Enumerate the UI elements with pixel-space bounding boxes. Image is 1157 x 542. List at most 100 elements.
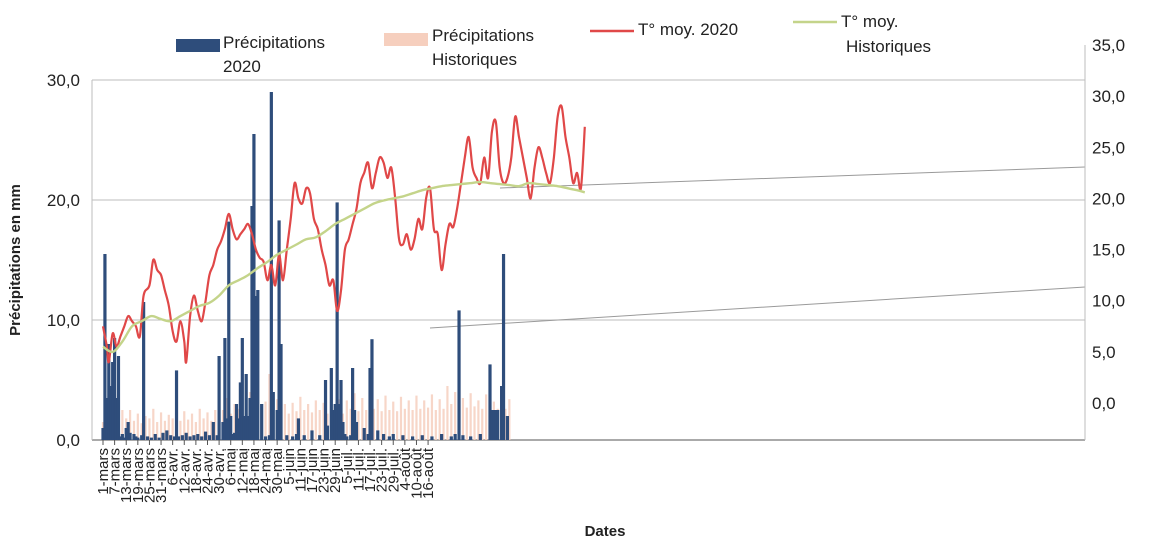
bar	[111, 362, 115, 440]
bar	[488, 364, 492, 440]
bar	[349, 435, 353, 440]
x-tick-label: 4-août	[397, 447, 414, 490]
bar	[187, 419, 190, 440]
bar	[148, 418, 151, 440]
bar	[171, 418, 174, 440]
bar	[152, 408, 155, 440]
bar	[234, 404, 239, 440]
bar	[372, 408, 375, 440]
bar	[225, 418, 229, 440]
bar	[485, 394, 488, 440]
x-tick-label: 17-juil.	[362, 448, 379, 492]
bar	[121, 410, 124, 440]
bar	[501, 254, 506, 440]
bar	[169, 435, 173, 440]
bar	[500, 386, 504, 440]
bar	[461, 398, 465, 440]
bar	[420, 435, 424, 440]
x-tick-label: 10-août	[408, 447, 425, 499]
bar	[307, 404, 310, 440]
x-tick-label: 11-juin	[292, 448, 309, 492]
left-axis-ticks: 0,0 10,0 20,0 30,0	[47, 71, 80, 450]
bar	[481, 408, 484, 440]
bar	[207, 435, 212, 440]
bar	[263, 436, 268, 440]
bar	[465, 407, 468, 440]
bar	[370, 339, 374, 440]
bar	[176, 436, 181, 440]
x-tick-label: 24-mai	[258, 448, 275, 494]
bar	[153, 434, 157, 440]
bar	[157, 437, 161, 440]
bar	[174, 370, 179, 440]
right-tick-label: 0,0	[1092, 394, 1116, 413]
bar	[490, 410, 494, 440]
bar	[233, 404, 236, 440]
historical-precipitation-bars	[101, 374, 511, 440]
bar	[366, 434, 370, 440]
bar	[399, 396, 403, 440]
bar	[440, 434, 444, 440]
bar	[244, 374, 248, 440]
bar	[254, 296, 258, 440]
bar	[349, 408, 352, 440]
x-axis-ticks: 1-mars7-mars13-mars19-mars25-mars31-mars…	[95, 440, 437, 503]
bar	[477, 400, 480, 440]
x-tick-label: 31-mars	[153, 448, 170, 503]
x-tick-label: 1-mars	[95, 448, 112, 495]
bar	[354, 422, 359, 440]
bar	[291, 436, 295, 440]
bar	[202, 418, 205, 440]
x-tick-label: 12-avr.	[176, 448, 193, 494]
bar	[473, 406, 476, 440]
bar	[231, 434, 235, 440]
bar	[246, 416, 250, 440]
bar	[206, 412, 209, 440]
bar	[109, 386, 113, 440]
bar	[303, 410, 306, 440]
bar	[388, 410, 391, 440]
bar	[107, 344, 111, 440]
bar	[264, 401, 267, 440]
bar	[250, 206, 254, 440]
bar	[331, 410, 335, 440]
bar	[333, 404, 337, 440]
left-tick-label: 20,0	[47, 191, 80, 210]
bar	[159, 412, 163, 440]
bar	[508, 399, 511, 440]
bar	[381, 434, 386, 440]
bar	[132, 420, 136, 440]
bar	[411, 410, 414, 440]
bar	[126, 422, 130, 440]
temperature-lines	[101, 104, 586, 364]
bar	[415, 395, 418, 440]
legend-line: Historiques	[846, 37, 931, 56]
legend-swatch-precip-hist	[384, 33, 428, 46]
x-tick-label: 5-juin	[281, 448, 298, 485]
bar	[407, 400, 410, 440]
bar	[396, 411, 399, 440]
right-axis-ticks: 0,0 5,0 10,0 15,0 20,0 25,0 30,0 35,0	[1092, 36, 1125, 413]
bar	[184, 432, 188, 440]
bar	[144, 416, 147, 440]
bar	[339, 380, 343, 440]
bar	[275, 410, 279, 440]
bar	[200, 436, 204, 440]
legend-line: Précipitations	[432, 26, 534, 45]
temp-historical-line	[102, 180, 586, 354]
bar	[450, 404, 453, 440]
x-tick-label: 17-juin	[304, 448, 321, 493]
bar	[260, 404, 264, 440]
bar	[384, 395, 387, 440]
bar	[453, 434, 457, 440]
legend-label-temp-2020: T° moy. 2020	[638, 20, 738, 39]
bar	[101, 428, 105, 440]
x-tick-label: 18-avr.	[188, 448, 205, 494]
bar	[167, 414, 170, 440]
right-tick-label: 30,0	[1092, 87, 1125, 106]
bar	[232, 432, 237, 440]
left-tick-label: 30,0	[47, 71, 80, 90]
bar	[210, 420, 213, 440]
x-tick-label: 5-juil.	[339, 448, 356, 484]
bar	[310, 430, 314, 440]
